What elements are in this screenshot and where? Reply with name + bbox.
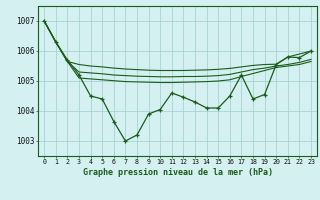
X-axis label: Graphe pression niveau de la mer (hPa): Graphe pression niveau de la mer (hPa): [83, 168, 273, 177]
